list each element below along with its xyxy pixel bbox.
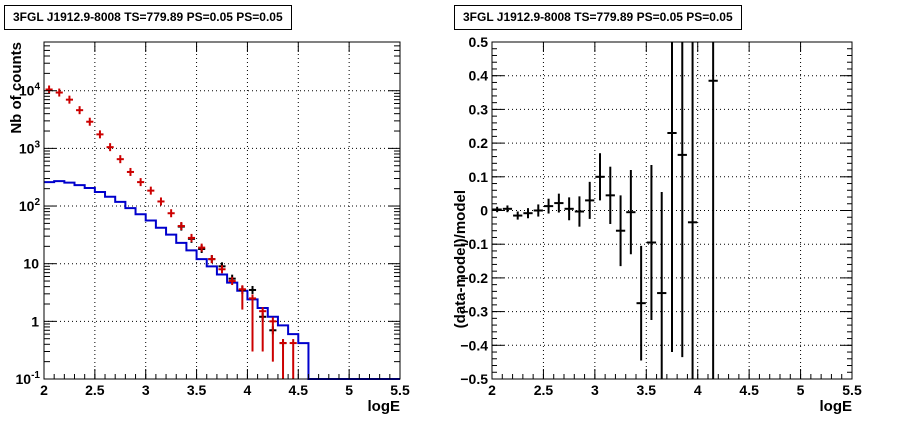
counts-chart: 2 2.5 3 3.5 4 4.5 5 5.5 10-1 1 10 102 103 104 logE Nb o… <box>8 41 410 415</box>
x-tick-label: 4 <box>244 382 252 398</box>
y-tick-label: −0.3 <box>460 304 488 320</box>
x-tick-label: 4.5 <box>739 382 759 398</box>
y-tick-label: 0.4 <box>469 68 489 84</box>
counts-panel: 2 2.5 3 3.5 4 4.5 5 5.5 10-1 1 10 102 103 104 logE Nb o… <box>4 5 410 415</box>
counts-chart-title: 3FGL J1912.9-8008 TS=779.89 PS=0.05 PS=0… <box>4 5 292 30</box>
x-tick-label: 2.5 <box>534 382 554 398</box>
y-tick-label: 103 <box>19 139 41 156</box>
x-tick-label: 3 <box>591 382 599 398</box>
y-tick-label: 0.5 <box>469 34 489 50</box>
y-axis-label: (data-model)/model <box>452 190 469 328</box>
x-tick-label: 4.5 <box>289 382 309 398</box>
x-tick-label: 5 <box>797 382 805 398</box>
y-tick-label: 0 <box>480 203 488 219</box>
y-tick-label: −0.2 <box>460 270 488 286</box>
x-axis-label: logE <box>820 398 853 415</box>
y-tick-label: 0.3 <box>469 101 489 117</box>
x-tick-label: 4 <box>694 382 702 398</box>
y-tick-label: −0.1 <box>460 236 488 252</box>
x-tick-label: 5.5 <box>390 382 410 398</box>
x-tick-label: 2 <box>40 382 48 398</box>
y-tick-label: −0.5 <box>460 371 488 387</box>
y-tick-label: 0.1 <box>469 169 489 185</box>
x-tick-label: 2 <box>488 382 496 398</box>
model-histogram-line <box>44 180 400 380</box>
y-tick-label: 102 <box>19 197 41 214</box>
residuals-panel: 2 2.5 3 3.5 4 4.5 5 5.5 −0.5 −0.4 −0.3 −0.2 −0.1 0 0.1… <box>449 0 898 421</box>
plot-frame <box>43 41 401 380</box>
x-axis-label: logE <box>368 398 401 415</box>
residuals-chart-title: 3FGL J1912.9-8008 TS=779.89 PS=0.05 PS=0… <box>454 5 742 30</box>
x-tick-label: 3.5 <box>637 382 657 398</box>
x-tick-label: 5.5 <box>842 382 862 398</box>
y-tick-label: 10-1 <box>16 370 41 387</box>
x-tick-label: 5 <box>345 382 353 398</box>
x-tick-label: 2.5 <box>85 382 105 398</box>
y-tick-label: −0.4 <box>460 337 488 353</box>
x-tick-label: 3.5 <box>187 382 207 398</box>
y-axis-label: Nb of counts <box>8 42 25 134</box>
y-tick-label: 10 <box>23 256 39 272</box>
y-tick-label: 0.2 <box>469 135 489 151</box>
residuals-chart: 2 2.5 3 3.5 4 4.5 5 5.5 −0.5 −0.4 −0.3 −0.2 −0.1 0 0.1… <box>452 34 862 415</box>
y-tick-label: 1 <box>31 313 39 329</box>
y-tick-label: 104 <box>19 82 41 99</box>
x-tick-label: 3 <box>142 382 150 398</box>
